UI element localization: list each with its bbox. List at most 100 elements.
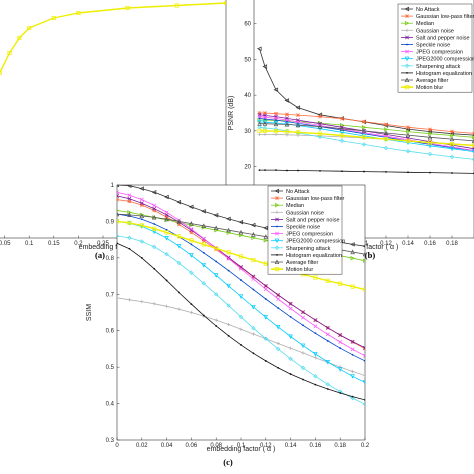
data-point (264, 360, 267, 362)
legend-label: Average filter (416, 78, 448, 84)
legend-marker (274, 202, 280, 208)
data-point (276, 346, 281, 352)
data-point (139, 201, 144, 206)
data-point (450, 129, 454, 134)
data-point (140, 256, 143, 259)
legend-label: Histogram equalization (286, 253, 342, 259)
data-point (273, 120, 279, 126)
data-point (313, 355, 318, 360)
data-point (139, 223, 144, 228)
data-point (350, 374, 355, 379)
data-point (341, 170, 343, 173)
data-point (361, 142, 367, 147)
data-point (213, 273, 219, 278)
data-point (189, 227, 194, 232)
data-point (226, 322, 231, 327)
data-point (286, 169, 288, 172)
data-point (295, 130, 301, 135)
legend-marker (274, 188, 280, 194)
data-point (263, 234, 269, 239)
x-tick-label: 0.16 (310, 443, 322, 449)
data-point (213, 225, 219, 231)
legend-marker (404, 6, 410, 12)
data-point (284, 98, 290, 103)
data-point (251, 235, 256, 241)
data-point (152, 244, 157, 250)
data-point (214, 247, 219, 252)
data-point (274, 111, 278, 116)
data-point (313, 374, 318, 379)
data-point (263, 238, 269, 243)
data-point (313, 351, 318, 357)
panel-3: 0 0.02 0.04 0.06 0.08 0.1 0.12 0.14 0.16 0.18 0.2 0… (86, 183, 370, 467)
data-point (139, 203, 144, 207)
data-point (263, 336, 268, 341)
data-point (152, 203, 157, 208)
data-point (128, 247, 131, 250)
y-tick-label: 50 (244, 57, 251, 63)
data-point (427, 151, 433, 157)
data-point (164, 236, 169, 241)
data-point (117, 193, 119, 198)
data-point (27, 25, 32, 31)
legend-label: Average filter (286, 260, 318, 266)
data-point (164, 252, 169, 257)
data-point (277, 307, 280, 310)
legend-label: Gaussian noise (286, 210, 324, 216)
data-point (383, 127, 389, 132)
data-point (189, 253, 194, 258)
data-point (251, 332, 256, 336)
legend-marker (274, 238, 280, 244)
data-point (363, 170, 365, 173)
data-point (274, 132, 278, 137)
data-point (288, 334, 293, 340)
x-tick-label: 0.14 (285, 443, 297, 449)
data-point (151, 214, 157, 220)
legend-marker (276, 225, 278, 228)
data-point (126, 185, 132, 188)
data-point (127, 235, 132, 241)
data-point (127, 220, 132, 225)
data-point (189, 228, 194, 233)
y-tick-label: 60 (244, 22, 251, 28)
data-point (189, 238, 194, 243)
data-point (238, 314, 244, 320)
data-point (263, 111, 267, 115)
legend-marker (405, 35, 409, 40)
legend-marker (275, 210, 279, 214)
data-point (165, 279, 168, 282)
data-point (289, 315, 292, 318)
data-point (226, 255, 231, 260)
data-point (140, 218, 143, 221)
data-point (317, 126, 323, 132)
y-tick-label: 0.4 (106, 402, 115, 408)
data-point (361, 125, 367, 130)
legend-marker (404, 77, 410, 83)
data-point (285, 118, 289, 123)
data-point (325, 382, 330, 387)
data-point (257, 119, 262, 125)
panel-1: 0.050.10.150.20.250.30.350.40.450.5embed… (0, 0, 231, 260)
data-point (263, 287, 268, 292)
legend-box (267, 185, 343, 275)
data-point (326, 388, 329, 390)
panel-label: (b) (365, 250, 376, 260)
data-point (317, 134, 323, 140)
data-point (257, 46, 262, 51)
data-point (340, 116, 344, 121)
legend-marker (275, 217, 279, 222)
data-point (314, 332, 317, 335)
x-tick-label: 0.25 (97, 241, 109, 247)
x-tick-label: 0.06 (186, 443, 198, 449)
data-point (451, 172, 453, 174)
x-tick-label: 0.08 (210, 443, 222, 449)
data-point (288, 301, 293, 306)
data-point (471, 138, 474, 143)
data-point (318, 114, 322, 119)
data-point (176, 234, 182, 239)
data-point (127, 193, 132, 198)
data-point (226, 303, 231, 308)
data-point (164, 230, 169, 235)
data-point (284, 128, 290, 134)
legend-marker (404, 63, 410, 68)
